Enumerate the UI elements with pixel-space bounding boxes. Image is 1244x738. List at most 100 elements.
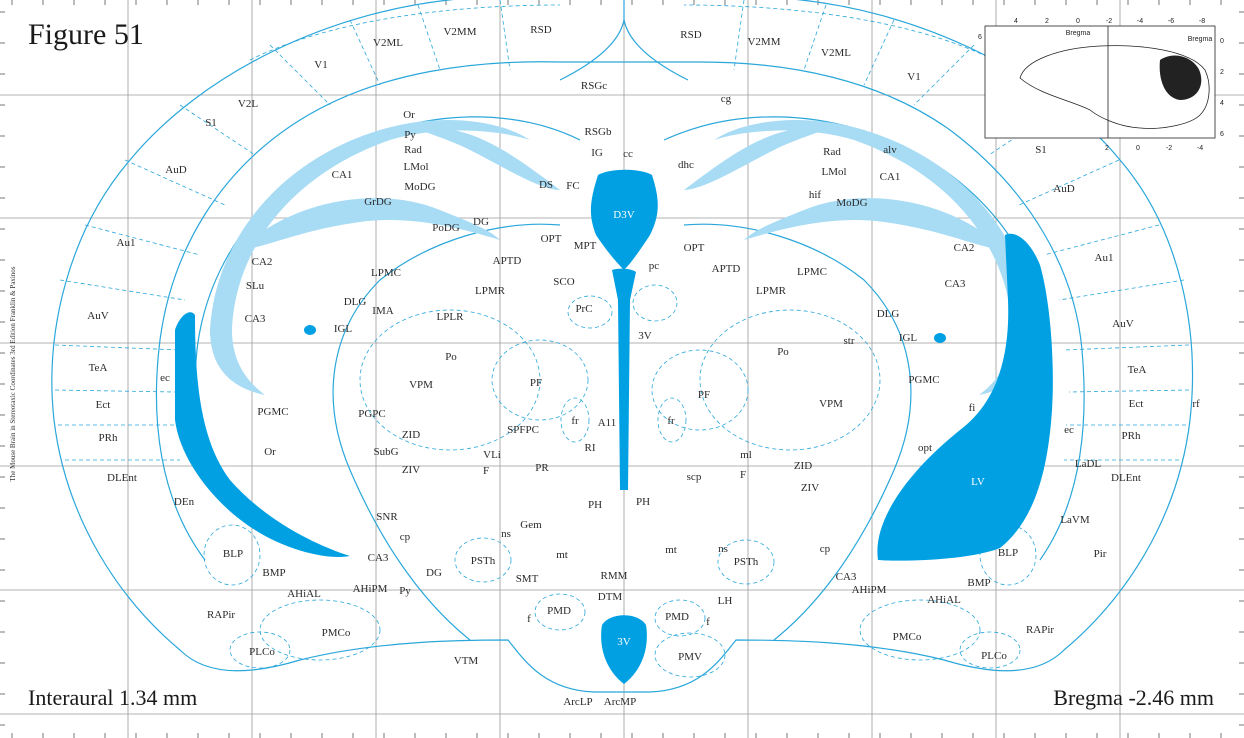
region-label: APTD — [712, 263, 741, 275]
region-label: V2ML — [373, 37, 403, 49]
region-label: LPMC — [797, 266, 827, 278]
inset-right-tick: 2 — [1220, 69, 1224, 76]
region-label: cc — [623, 148, 633, 160]
interaural-coordinate: Interaural 1.34 mm — [28, 685, 198, 710]
region-label: LaDL — [1075, 458, 1102, 470]
region-label: ns — [501, 528, 511, 540]
region-label: TeA — [89, 362, 108, 374]
region-label: PMD — [547, 605, 571, 617]
region-label: PSTh — [734, 556, 759, 568]
region-label: Pir — [1094, 548, 1107, 560]
region-label: ns — [718, 543, 728, 555]
region-label: F — [483, 465, 489, 477]
region-label: ec — [160, 372, 170, 384]
region-label: SubG — [373, 446, 398, 458]
region-label: CA2 — [954, 242, 975, 254]
dhc-band — [420, 128, 560, 190]
lv-right — [877, 233, 1053, 561]
region-label: V2ML — [821, 47, 851, 59]
region-label: SMT — [516, 573, 539, 585]
region-label: PGMC — [257, 406, 288, 418]
region-label: ZID — [794, 460, 812, 472]
region-label: BLP — [998, 547, 1018, 559]
region-label: AHiPM — [852, 584, 887, 596]
region-label: fr — [667, 415, 675, 427]
pyramidal-layer-right — [714, 119, 1034, 395]
region-label: CA3 — [245, 313, 266, 325]
region-label: VPM — [819, 398, 843, 410]
region-label: DG — [426, 567, 442, 579]
inset-top-tick: 4 — [1014, 18, 1018, 25]
region-label: PRh — [1122, 430, 1141, 442]
region-label: CA1 — [880, 171, 901, 183]
region-label: V1 — [907, 71, 920, 83]
region-label: DLEnt — [1111, 472, 1141, 484]
region-label: Gem — [520, 519, 542, 531]
region-label: DLG — [344, 296, 367, 308]
region-label: APTD — [493, 255, 522, 267]
label-lv: LV — [971, 476, 985, 488]
publication-credit: The Mouse Brain in Stereotaxic Coordinat… — [9, 266, 17, 482]
area-boundaries — [54, 0, 1190, 678]
region-label: CA3 — [945, 278, 966, 290]
granule-layer-left — [240, 198, 500, 250]
region-label: FC — [566, 180, 579, 192]
fiber-tracts — [210, 119, 1034, 395]
region-label: PRh — [99, 432, 118, 444]
inset-right-tick: 4 — [1220, 100, 1224, 107]
region-label: DTM — [598, 591, 623, 603]
region-label: ArcMP — [604, 696, 636, 708]
region-label: LPMR — [475, 285, 506, 297]
region-label: AHiPM — [353, 583, 388, 595]
region-label: MoDG — [404, 181, 435, 193]
inset-bottom-tick: -2 — [1166, 145, 1172, 152]
d3v-shape — [590, 169, 658, 270]
region-label: BMP — [262, 567, 285, 579]
region-label: RMM — [601, 570, 628, 582]
ventricles — [175, 169, 1053, 684]
inset-right-tick: 0 — [1220, 38, 1224, 45]
region-label: PMV — [678, 651, 702, 663]
region-label: LaVM — [1060, 514, 1090, 526]
region-label: alv — [883, 144, 897, 156]
region-label: LMol — [821, 166, 846, 178]
region-label: TeA — [1128, 364, 1147, 376]
region-label: LPMR — [756, 285, 787, 297]
region-label: RSD — [530, 24, 551, 36]
region-label: BLP — [223, 548, 243, 560]
region-label: Py — [399, 585, 411, 597]
region-label: MPT — [574, 240, 597, 252]
region-label: Au1 — [1095, 252, 1114, 264]
region-label: mt — [556, 549, 568, 561]
v3v-shape — [601, 615, 647, 684]
lv-left — [175, 312, 350, 557]
inset-bottom-tick: 0 — [1136, 145, 1140, 152]
region-label: V1 — [314, 59, 327, 71]
thalamus-left — [332, 223, 561, 641]
region-label: ZID — [402, 429, 420, 441]
region-label: LPMC — [371, 267, 401, 279]
region-label: PMD — [665, 611, 689, 623]
region-label: IG — [591, 147, 603, 159]
region-label: Po — [777, 346, 789, 358]
region-label: Po — [445, 351, 457, 363]
region-label: ZIV — [801, 482, 819, 494]
inset-bottom-tick: 2 — [1105, 145, 1109, 152]
region-label: str — [844, 335, 855, 347]
region-label: LMol — [403, 161, 428, 173]
region-label: CA1 — [332, 169, 353, 181]
region-label: PH — [588, 499, 602, 511]
region-label: RSD — [680, 29, 701, 41]
region-label: pc — [649, 260, 660, 272]
region-label: Ect — [1129, 398, 1144, 410]
region-label: opt — [918, 442, 932, 454]
region-label: f — [527, 613, 531, 625]
figure-title: Figure 51 — [28, 18, 144, 51]
region-label: CA3 — [836, 571, 857, 583]
region-label: LPLR — [437, 311, 465, 323]
inset-top-label: Bregma — [1066, 30, 1091, 37]
region-label: SCO — [553, 276, 574, 288]
region-label: DLG — [877, 308, 900, 320]
